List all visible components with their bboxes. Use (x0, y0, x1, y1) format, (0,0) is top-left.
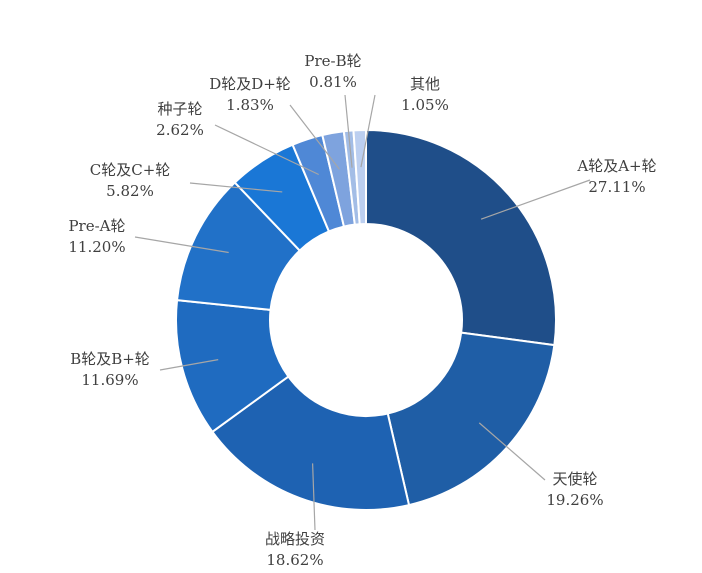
leader-line (214, 124, 319, 176)
donut-slice (365, 128, 557, 347)
value-label: 11.69% (81, 371, 138, 389)
leader-line (289, 104, 340, 170)
leader-line (134, 236, 229, 254)
value-label: 18.62% (266, 551, 323, 569)
category-label: 战略投资 (265, 530, 325, 548)
category-label: 天使轮 (552, 470, 597, 488)
value-label: 27.11% (588, 178, 645, 196)
category-label: Pre-B轮 (304, 52, 361, 70)
value-label: 2.62% (156, 121, 204, 139)
category-label: 其他 (410, 75, 440, 93)
category-label: B轮及B+轮 (70, 350, 150, 368)
value-label: 19.26% (546, 491, 603, 509)
value-label: 0.81% (309, 73, 357, 91)
leader-line (344, 94, 353, 168)
leader-line (480, 179, 591, 220)
category-label: D轮及D+轮 (209, 75, 291, 93)
leader-line (189, 182, 283, 193)
value-label: 11.20% (68, 238, 125, 256)
donut-slice (352, 128, 367, 226)
leader-line (360, 94, 376, 168)
donut-slice (386, 331, 556, 507)
value-label: 1.05% (401, 96, 449, 114)
leader-line (478, 422, 546, 481)
category-label: 种子轮 (157, 100, 202, 118)
category-label: C轮及C+轮 (90, 161, 171, 179)
value-label: 1.83% (226, 96, 274, 114)
category-label: Pre-A轮 (68, 217, 125, 235)
leader-line (159, 359, 219, 371)
value-label: 5.82% (106, 182, 154, 200)
category-label: A轮及A+轮 (576, 157, 656, 175)
donut-slice (211, 375, 411, 511)
leader-line (311, 463, 316, 531)
